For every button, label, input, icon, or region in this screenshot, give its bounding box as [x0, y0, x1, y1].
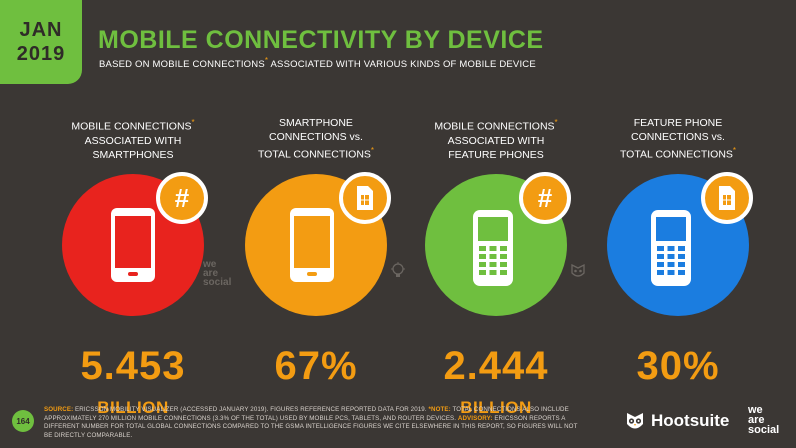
- watermark-logo: we are social: [203, 259, 232, 288]
- stat-column-smartphone-connections: MOBILE CONNECTIONS* ASSOCIATED WITH SMAR…: [45, 116, 221, 418]
- label-asterisk: *: [370, 146, 375, 155]
- stat-value: 2.444: [443, 344, 549, 388]
- date-year: 2019: [16, 43, 66, 65]
- stat-label-line: ASSOCIATED WITH: [447, 134, 545, 147]
- stat-label-line: TOTAL CONNECTIONS: [257, 148, 371, 161]
- stat-label-line: MOBILE CONNECTIONS: [434, 120, 555, 133]
- smartphone-icon: [111, 208, 155, 282]
- footer-source: SOURCE: ERICSSON MOBILITY VISUALIZER (AC…: [44, 406, 584, 440]
- label-asterisk: *: [554, 118, 558, 127]
- stat-label-line: MOBILE CONNECTIONS: [71, 120, 192, 133]
- stat-unit: BILLION: [97, 398, 169, 417]
- note-label: *NOTE:: [428, 406, 451, 413]
- stat-label-line: SMARTPHONES: [92, 148, 174, 161]
- subtitle-asterisk: *: [264, 56, 269, 65]
- stat-label: FEATURE PHONE CONNECTIONS vs. TOTAL CONN…: [590, 116, 766, 161]
- feature-phone-icon: [473, 210, 513, 286]
- note-text: TOTAL CONNECTIONS ALSO INCLUDE APPROXIMA…: [44, 406, 569, 422]
- stat-value: 5.453: [80, 344, 186, 388]
- stat-label-line: FEATURE PHONES: [448, 148, 544, 161]
- stat-value: 30%: [636, 344, 720, 388]
- stat-label: MOBILE CONNECTIONS* ASSOCIATED WITH SMAR…: [45, 116, 221, 161]
- stat-circle: #: [425, 172, 571, 316]
- stat-label-line: SMARTPHONE: [279, 117, 353, 129]
- stat-label-line: ASSOCIATED WITH: [84, 134, 182, 147]
- date-badge: JAN 2019: [0, 0, 82, 84]
- advisory-text: ERICSSON REPORTS A DIFFERENT NUMBER FOR …: [44, 414, 578, 439]
- subtitle-pre: BASED ON MOBILE CONNECTIONS: [99, 59, 265, 71]
- date-month: JAN: [19, 19, 63, 41]
- hootsuite-logo: Hootsuite: [624, 410, 729, 432]
- stat-label-line: FEATURE PHONE: [633, 117, 723, 129]
- source-text: ERICSSON MOBILITY VISUALIZER (ACCESSED J…: [73, 406, 429, 413]
- stat-label: SMARTPHONE CONNECTIONS vs. TOTAL CONNECT…: [228, 116, 404, 161]
- lightbulb-icon: [391, 262, 405, 277]
- hash-icon: #: [519, 172, 571, 224]
- stat-column-feature-phone-share: FEATURE PHONE CONNECTIONS vs. TOTAL CONN…: [590, 116, 766, 398]
- page-number: 164: [12, 410, 34, 432]
- stat-unit: BILLION: [460, 398, 532, 417]
- source-label: SOURCE:: [44, 406, 74, 413]
- hash-icon: #: [156, 172, 208, 224]
- page-subtitle: BASED ON MOBILE CONNECTIONS* ASSOCIATED …: [99, 56, 536, 70]
- sim-card-icon: [701, 172, 753, 224]
- owl-watermark-icon: [571, 263, 585, 277]
- stat-circle: [245, 172, 391, 316]
- smartphone-icon: [290, 208, 334, 282]
- owl-icon: [627, 413, 643, 429]
- stat-circle: [607, 172, 753, 316]
- stat-label-line: TOTAL CONNECTIONS: [619, 148, 733, 161]
- stat-column-smartphone-share: SMARTPHONE CONNECTIONS vs. TOTAL CONNECT…: [228, 116, 404, 398]
- stat-circle: #: [62, 172, 208, 316]
- hootsuite-wordmark: Hootsuite: [651, 411, 730, 430]
- stat-column-feature-phone-connections: MOBILE CONNECTIONS* ASSOCIATED WITH FEAT…: [408, 116, 584, 418]
- stat-label-line: CONNECTIONS vs.: [631, 131, 725, 143]
- stat-label-line: CONNECTIONS vs.: [269, 131, 363, 143]
- feature-phone-icon: [651, 210, 691, 286]
- subtitle-post: ASSOCIATED WITH VARIOUS KINDS OF MOBILE …: [268, 59, 536, 71]
- stat-value: 67%: [274, 344, 358, 388]
- advisory-label: ADVISORY:: [457, 414, 493, 422]
- sim-card-icon: [339, 172, 391, 224]
- label-asterisk: *: [732, 146, 737, 155]
- we-are-social-logo: we are social: [748, 404, 780, 436]
- label-asterisk: *: [191, 118, 195, 127]
- stat-label: MOBILE CONNECTIONS* ASSOCIATED WITH FEAT…: [408, 116, 584, 161]
- page-title: MOBILE CONNECTIVITY BY DEVICE: [98, 26, 544, 54]
